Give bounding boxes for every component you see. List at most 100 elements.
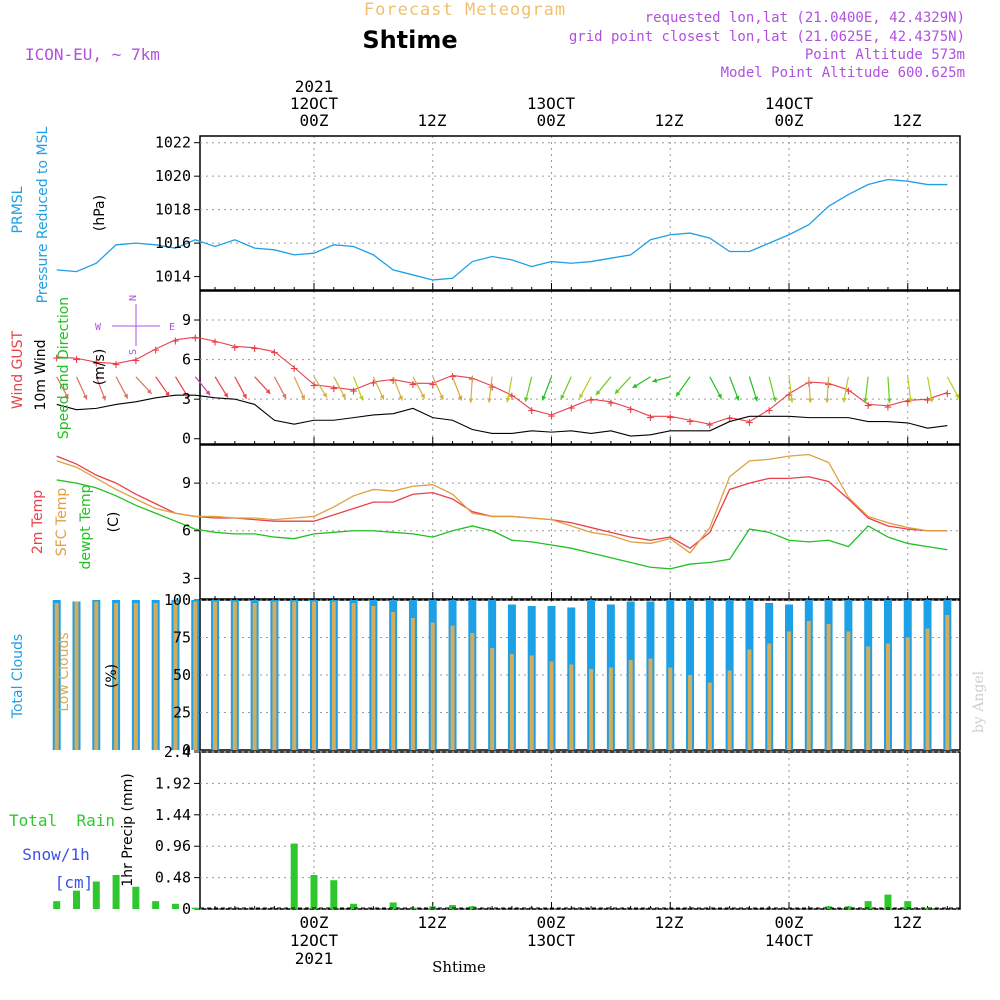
ytick-label-3-1: 25 bbox=[173, 704, 191, 722]
low-clouds-bar bbox=[509, 654, 514, 750]
wind-gust-line bbox=[56, 336, 948, 425]
top-hour-6: 12Z bbox=[893, 111, 922, 130]
grid-layer bbox=[194, 135, 961, 910]
wind-arrow-head bbox=[954, 393, 960, 399]
top-date-1: 12OCT bbox=[290, 94, 339, 113]
low-clouds-bar bbox=[331, 601, 336, 750]
ytick-label-1-3: 9 bbox=[182, 311, 191, 329]
wind-arrow-head bbox=[223, 392, 228, 398]
ytick-label-4-1: 0.48 bbox=[155, 869, 191, 887]
bottom-date-3: 14OCT bbox=[765, 931, 814, 950]
wind-gust-marker: + bbox=[884, 400, 892, 415]
ytick-label-4-2: 0.96 bbox=[155, 837, 191, 855]
marks-layer: + + + + + + + + + + + + + + + + + + + + + + + + + + + + + + + + + + + + + + + +… bbox=[52, 178, 960, 909]
pressure-unit: (hPa) bbox=[92, 195, 108, 231]
wind-arrow-head bbox=[341, 393, 346, 399]
wind-gust-marker: + bbox=[785, 388, 793, 403]
panel-frame-3 bbox=[199, 444, 961, 600]
wind-gust-marker: + bbox=[528, 404, 536, 419]
wind-arrow-head bbox=[242, 393, 247, 399]
ytick-label-0-1: 1016 bbox=[155, 234, 191, 252]
rain-bar bbox=[53, 901, 61, 909]
compass-north: N bbox=[128, 295, 139, 301]
ytick-label-4-0: 0 bbox=[182, 900, 191, 918]
low-clouds-bar bbox=[628, 660, 633, 750]
wind-arrow-head bbox=[505, 397, 511, 403]
wind-gust-marker: + bbox=[92, 356, 100, 371]
pressure-line bbox=[56, 178, 948, 281]
low-clouds-bar bbox=[351, 603, 356, 750]
wind-arrow-head bbox=[560, 394, 565, 400]
wind-gust-marker: + bbox=[706, 418, 714, 433]
rain-bar bbox=[350, 903, 358, 909]
wind-gust-marker: + bbox=[251, 342, 259, 357]
low-clouds-bar bbox=[608, 667, 613, 750]
wind-arrow-head bbox=[468, 398, 474, 403]
compass-south: S bbox=[128, 349, 139, 355]
grid-point-lonlat: grid point closest lon,lat (21.0625E, 42… bbox=[569, 29, 965, 45]
low-clouds-bar bbox=[727, 670, 732, 750]
wind-arrow-head bbox=[717, 393, 722, 399]
wind-gust-marker: + bbox=[904, 394, 912, 409]
low-clouds-bar bbox=[767, 643, 772, 750]
rain-bar bbox=[468, 906, 476, 909]
wind-arrow-head bbox=[734, 395, 740, 401]
wind-arrow-head bbox=[322, 392, 327, 398]
low-clouds-bar bbox=[410, 618, 415, 750]
labels-layer: 1014 1016 1018 1020 1022 0 3 6 9 3 6 9 0 25 50 75 100 0 0.… bbox=[155, 134, 191, 918]
bottom-hour-2: 12Z bbox=[418, 913, 447, 932]
rain-bar bbox=[112, 874, 120, 909]
wind-arrow-head bbox=[907, 398, 913, 403]
dewpt-label: dewpt Temp bbox=[78, 484, 94, 569]
ytick-label-0-0: 1014 bbox=[155, 268, 191, 286]
low-clouds-bar bbox=[787, 631, 791, 750]
credit-watermark: by Angel bbox=[971, 670, 987, 733]
rain-bar bbox=[844, 906, 852, 909]
wind-speed-dir-label: Speed and Direction bbox=[56, 297, 72, 439]
top-year: 2021 bbox=[295, 77, 334, 96]
wind-gust-marker: + bbox=[666, 410, 674, 425]
temp-unit: (C) bbox=[106, 512, 122, 533]
wind-gust-marker: + bbox=[369, 376, 377, 391]
low-clouds-bar bbox=[905, 637, 910, 750]
low-clouds-bar bbox=[213, 601, 218, 750]
ytick-label-2-1: 6 bbox=[182, 522, 191, 540]
requested-lonlat: requested lon,lat (21.0400E, 42.4329N) bbox=[645, 10, 965, 26]
wind-arrow-head bbox=[281, 393, 287, 399]
footer-station: Shtime bbox=[432, 958, 486, 976]
low-clouds-bar bbox=[193, 601, 198, 750]
wind-gust-marker: + bbox=[924, 393, 932, 408]
total-clouds-label: Total Clouds bbox=[10, 634, 26, 719]
low-clouds-bar bbox=[94, 601, 99, 750]
wind-arrow-head bbox=[652, 378, 658, 383]
low-clouds-bar bbox=[54, 603, 59, 750]
wind-gust-marker: + bbox=[152, 343, 160, 358]
wind-gust-marker: + bbox=[765, 404, 773, 419]
wind-gust-marker: + bbox=[172, 334, 180, 349]
ytick-label-0-4: 1022 bbox=[155, 134, 191, 152]
low-clouds-bar bbox=[490, 648, 495, 750]
rain-bar bbox=[152, 901, 160, 909]
low-clouds-bar bbox=[391, 612, 396, 750]
compass-east: E bbox=[169, 322, 175, 333]
wind-arrow-head bbox=[300, 394, 306, 400]
station-title: Shtime bbox=[362, 26, 457, 54]
total-rain-label: Total Rain bbox=[9, 811, 115, 830]
wind-arrow-head bbox=[886, 398, 892, 403]
ytick-label-4-5: 2.4 bbox=[164, 743, 191, 761]
wind-arrow-head bbox=[789, 398, 795, 403]
prmsl-label: PRMSL bbox=[10, 186, 26, 233]
wind-arrow-head bbox=[64, 393, 69, 399]
rain-bar bbox=[864, 901, 872, 909]
wind-gust-marker: + bbox=[231, 340, 239, 355]
rain-bar bbox=[310, 874, 318, 909]
wind-gust-label: Wind GUST bbox=[10, 330, 26, 409]
low-clouds-bar bbox=[114, 603, 119, 750]
bottom-year: 2021 bbox=[295, 949, 334, 968]
wind-gust-marker: + bbox=[330, 381, 338, 396]
wind-arrow-head bbox=[487, 398, 492, 403]
rain-bar bbox=[884, 894, 892, 909]
bottom-date-1: 12OCT bbox=[290, 931, 339, 950]
ytick-label-3-4: 100 bbox=[164, 591, 191, 609]
wind-arrow-head bbox=[595, 390, 601, 396]
